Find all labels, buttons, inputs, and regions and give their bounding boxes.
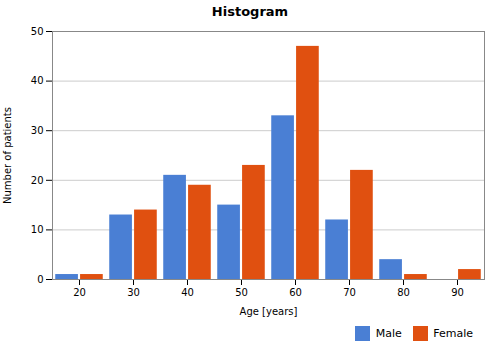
svg-text:50: 50 — [31, 26, 44, 37]
html-text:Female: Female — [433, 327, 473, 340]
svg-text:Number of patients: Number of patients — [2, 107, 13, 204]
html-text:Male: Male — [375, 327, 402, 340]
svg-text:20: 20 — [31, 175, 44, 186]
svg-text:90: 90 — [451, 287, 464, 298]
svg-text:30: 30 — [127, 287, 140, 298]
svg-text:80: 80 — [397, 287, 410, 298]
svg-text:Age [years]: Age [years] — [240, 306, 298, 317]
svg-text:50: 50 — [235, 287, 248, 298]
svg-text:30: 30 — [31, 125, 44, 136]
svg-text:60: 60 — [289, 287, 302, 298]
svg-text:40: 40 — [181, 287, 194, 298]
svg-text:10: 10 — [31, 224, 44, 235]
svg-text:20: 20 — [73, 287, 86, 298]
svg-text:0: 0 — [37, 274, 43, 285]
svg-text:40: 40 — [31, 75, 44, 86]
html-text:Histogram: Histogram — [211, 4, 289, 19]
svg-text:70: 70 — [343, 287, 356, 298]
